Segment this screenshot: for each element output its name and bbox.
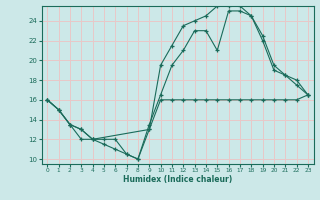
X-axis label: Humidex (Indice chaleur): Humidex (Indice chaleur)	[123, 175, 232, 184]
